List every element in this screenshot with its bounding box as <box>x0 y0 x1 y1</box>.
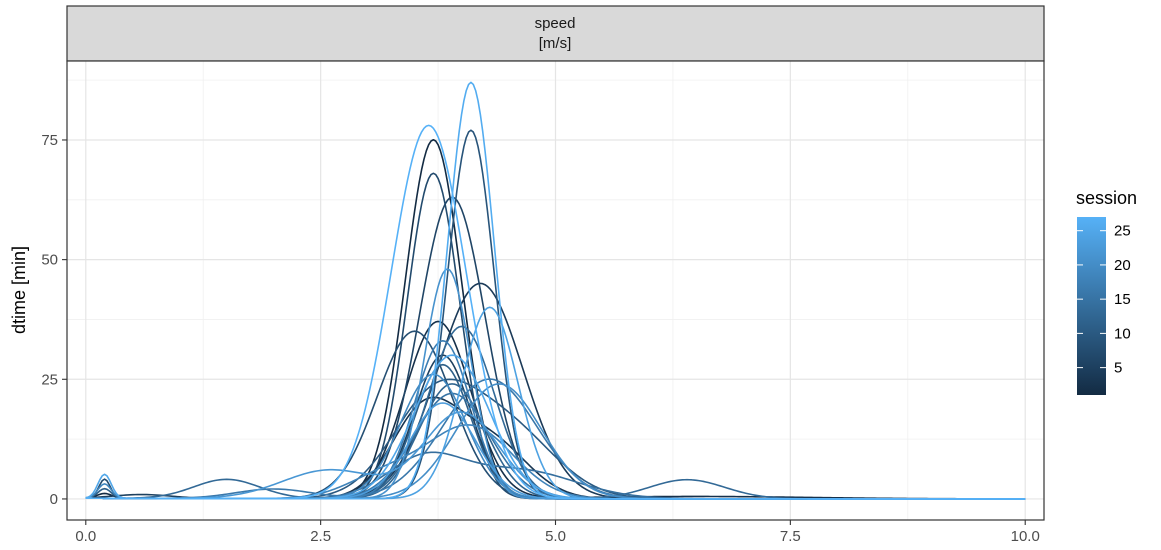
y-tick-label: 25 <box>41 371 58 388</box>
legend-break-label: 25 <box>1114 223 1131 240</box>
x-axis: 0.0 2.5 5.0 7.5 10.0 <box>75 520 1040 545</box>
series-line-session-27 <box>85 124 1026 500</box>
legend-break-label: 20 <box>1114 257 1131 274</box>
x-tick-label: 5.0 <box>545 528 566 545</box>
x-tick-label: 10.0 <box>1011 528 1040 545</box>
facet-strip-label-line1: speed <box>535 15 576 32</box>
grid <box>67 61 1044 520</box>
x-tick-label: 0.0 <box>75 528 96 545</box>
facet-strip-label-line2: [m/s] <box>539 35 572 52</box>
y-tick-label: 50 <box>41 252 58 269</box>
legend-break-label: 10 <box>1114 325 1131 342</box>
series-lines <box>85 81 1026 500</box>
y-axis-title: dtime [min] <box>9 246 29 334</box>
legend-break-label: 5 <box>1114 360 1122 377</box>
facet-strip <box>66 5 1045 62</box>
y-tick-label: 0 <box>50 491 58 508</box>
legend-title: session <box>1076 188 1137 208</box>
x-tick-label: 7.5 <box>780 528 801 545</box>
y-axis: 0 25 50 75 <box>41 132 67 508</box>
legend-breaks: 5 10 15 20 25 <box>1077 223 1131 377</box>
x-tick-label: 2.5 <box>310 528 331 545</box>
legend-colorbar <box>1077 217 1106 395</box>
legend-break-label: 15 <box>1114 291 1131 308</box>
y-tick-label: 75 <box>41 132 58 149</box>
